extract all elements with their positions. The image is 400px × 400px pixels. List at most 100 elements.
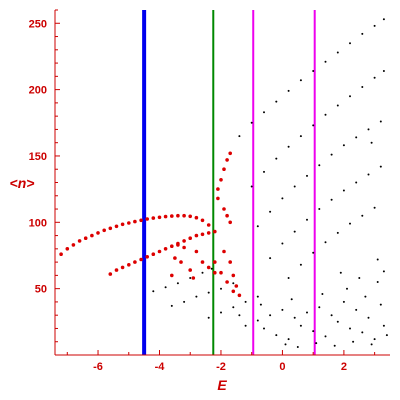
data-point xyxy=(176,282,179,285)
data-point xyxy=(336,320,339,323)
data-point xyxy=(120,222,125,227)
data-point xyxy=(183,300,186,303)
data-point xyxy=(293,230,296,233)
data-point xyxy=(367,173,370,176)
data-point xyxy=(379,303,382,306)
data-point xyxy=(312,251,315,254)
data-point xyxy=(373,206,376,209)
data-point xyxy=(157,249,162,254)
data-point xyxy=(299,263,302,266)
data-point xyxy=(194,215,199,220)
data-point xyxy=(173,256,177,260)
data-point xyxy=(157,215,162,220)
data-point xyxy=(376,281,379,283)
data-point xyxy=(244,324,247,327)
data-point xyxy=(379,120,382,123)
data-point xyxy=(299,79,302,82)
data-point xyxy=(164,286,167,289)
y-tick-label: 100 xyxy=(29,217,47,229)
data-point xyxy=(355,308,358,311)
data-point xyxy=(330,153,333,156)
data-point xyxy=(201,271,204,274)
data-point xyxy=(349,42,351,45)
data-point xyxy=(170,244,174,248)
data-point xyxy=(382,18,385,21)
data-point xyxy=(139,218,143,223)
data-point xyxy=(373,76,376,79)
data-point xyxy=(182,245,186,250)
data-point xyxy=(163,247,168,251)
data-point xyxy=(231,273,236,278)
data-point xyxy=(179,260,183,264)
data-point xyxy=(259,303,262,306)
data-point xyxy=(367,128,370,131)
data-point xyxy=(232,306,235,309)
data-point xyxy=(364,295,367,298)
data-point xyxy=(361,214,364,217)
data-point xyxy=(296,346,299,348)
data-point xyxy=(336,231,339,234)
data-point xyxy=(263,111,265,114)
data-point xyxy=(238,135,241,138)
data-point xyxy=(213,260,217,264)
data-point xyxy=(182,213,186,218)
data-points xyxy=(59,18,388,348)
data-point xyxy=(220,287,222,290)
y-tick-label: 200 xyxy=(29,85,47,97)
x-tick-label: 0 xyxy=(279,361,285,373)
data-point xyxy=(188,236,192,240)
data-point xyxy=(151,216,156,220)
data-point xyxy=(382,270,385,273)
data-point xyxy=(96,231,100,235)
data-point xyxy=(139,257,143,262)
data-point xyxy=(321,293,324,295)
data-point xyxy=(355,136,358,139)
data-point xyxy=(284,343,287,346)
data-point xyxy=(206,231,211,235)
data-point xyxy=(256,225,259,228)
x-tick-label: -4 xyxy=(155,361,166,373)
data-point xyxy=(127,221,131,225)
y-tick-label: 50 xyxy=(35,284,47,296)
data-point xyxy=(210,267,213,270)
data-point xyxy=(318,306,321,309)
data-point xyxy=(275,334,278,337)
data-point xyxy=(299,324,302,327)
data-point xyxy=(382,70,385,72)
data-point xyxy=(306,218,308,221)
data-point xyxy=(222,167,226,171)
data-point xyxy=(231,289,236,294)
data-point xyxy=(352,340,355,343)
data-point xyxy=(349,327,351,330)
data-point xyxy=(216,187,220,191)
data-point xyxy=(336,51,339,54)
data-point xyxy=(188,214,192,219)
data-point xyxy=(194,233,199,238)
data-point xyxy=(222,207,226,211)
data-point xyxy=(385,334,388,337)
data-point xyxy=(213,270,217,275)
data-point xyxy=(339,271,342,274)
data-point xyxy=(373,24,376,27)
data-point xyxy=(361,32,364,35)
data-point xyxy=(281,197,284,200)
data-point xyxy=(71,243,76,247)
data-point xyxy=(306,311,308,314)
data-point xyxy=(382,324,385,327)
data-point xyxy=(306,174,308,177)
data-point xyxy=(188,268,192,272)
data-point xyxy=(312,70,315,72)
data-point xyxy=(250,121,253,124)
data-point xyxy=(219,270,223,275)
data-point xyxy=(114,268,119,272)
data-point xyxy=(59,252,63,256)
data-point xyxy=(256,319,259,322)
data-point xyxy=(263,170,265,173)
data-point xyxy=(200,232,205,237)
data-point xyxy=(370,141,373,144)
data-point xyxy=(358,277,361,279)
data-point xyxy=(234,284,239,288)
data-point xyxy=(269,257,272,260)
data-point xyxy=(287,338,290,341)
